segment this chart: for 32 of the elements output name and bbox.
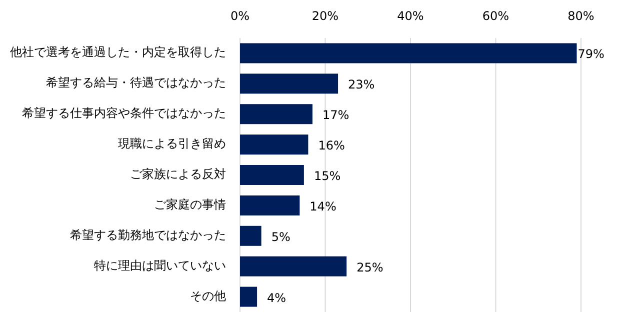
data-label: 16% bbox=[318, 138, 345, 153]
bar bbox=[240, 134, 308, 155]
y-tick-label: 特に理由は聞いていない bbox=[94, 258, 226, 272]
bar bbox=[240, 286, 258, 307]
x-tick-label: 0% bbox=[230, 9, 250, 23]
data-label: 23% bbox=[348, 78, 375, 92]
data-label: 15% bbox=[314, 169, 341, 183]
bar bbox=[240, 104, 312, 124]
y-tick-label: ご家族による反対 bbox=[130, 167, 226, 181]
bar bbox=[240, 226, 262, 246]
y-tick-label: その他 bbox=[190, 288, 226, 303]
bar bbox=[240, 165, 304, 185]
x-tick-label: 40% bbox=[397, 9, 424, 23]
x-tick-label: 20% bbox=[312, 9, 339, 23]
data-label: 4% bbox=[267, 290, 286, 305]
y-tick-label: 他社で選考を通過した・内定を取得した bbox=[10, 45, 226, 60]
bar bbox=[240, 43, 577, 64]
bar bbox=[240, 195, 300, 216]
data-label: 5% bbox=[271, 230, 290, 244]
y-tick-label: 希望する仕事内容や条件ではなかった bbox=[22, 106, 226, 120]
data-label: 79% bbox=[578, 47, 604, 62]
x-tick-label: 60% bbox=[482, 9, 510, 23]
y-tick-label: ご家庭の事情 bbox=[154, 197, 226, 212]
data-label: 14% bbox=[310, 199, 336, 214]
y-tick-label: 希望する給与・待遇ではなかった bbox=[46, 76, 226, 90]
bar bbox=[240, 256, 347, 276]
data-label: 25% bbox=[356, 260, 384, 274]
y-tick-label: 現職による引き留め bbox=[118, 136, 226, 151]
bar bbox=[240, 74, 338, 94]
x-tick-label: 80% bbox=[568, 9, 594, 23]
y-tick-label: 希望する勤務地ではなかった bbox=[70, 228, 226, 242]
data-label: 17% bbox=[322, 108, 350, 122]
